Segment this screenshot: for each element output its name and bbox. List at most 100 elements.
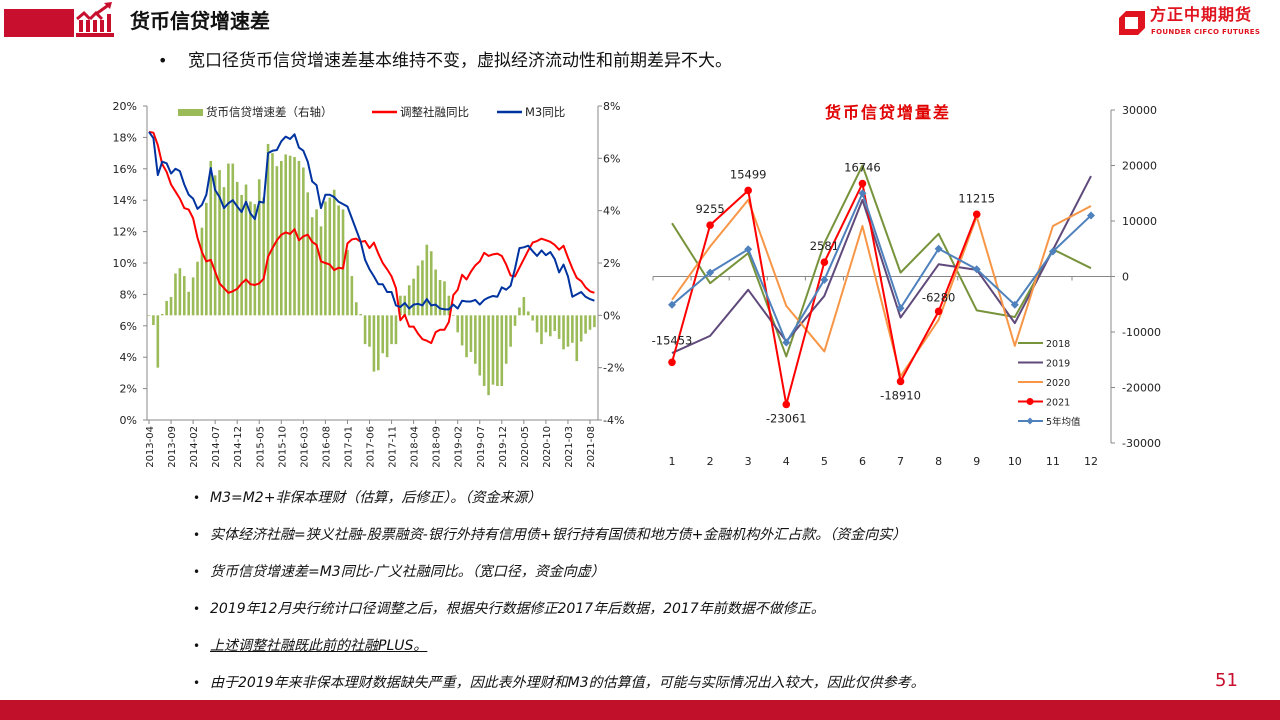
bar: [451, 315, 455, 316]
x-tick-label: 2019-07: [476, 426, 487, 468]
bar: [337, 205, 340, 316]
bullet-icon: •: [193, 639, 201, 653]
series-line-2020: [671, 198, 1092, 378]
y-tick-label: -10000: [1122, 326, 1161, 339]
bar: [540, 315, 543, 345]
note-item: • 实体经济社融=狭义社融-股票融资-银行外持有信用债+银行持有国债和地方债+金融…: [193, 527, 907, 543]
bar: [425, 244, 429, 316]
bar: [324, 201, 327, 316]
y-tick-label: -30000: [1122, 437, 1161, 450]
bar: [443, 281, 446, 316]
x-tick-label: 2: [707, 455, 714, 468]
bar: [500, 315, 504, 386]
data-point-marker: [972, 265, 981, 274]
y-tick-label: 10%: [113, 257, 137, 270]
legend-swatch: [178, 109, 203, 116]
y-right-tick-label: 8%: [603, 100, 620, 113]
y-right-tick-label: 0%: [603, 309, 620, 322]
bar: [403, 295, 407, 316]
x-tick-label: 6: [859, 455, 866, 468]
bar: [196, 261, 199, 316]
founder-logo-icon: [1119, 11, 1145, 35]
bar: [478, 315, 482, 376]
bar: [504, 315, 508, 364]
data-point-marker: [934, 307, 943, 316]
bar: [280, 160, 283, 316]
legend-label: 2020: [1046, 378, 1070, 389]
bar: [447, 295, 451, 316]
y-tick-label: 10000: [1122, 215, 1157, 228]
bar: [187, 291, 190, 316]
bar: [456, 315, 459, 333]
note-item: • 2019年12月央行统计口径调整之后，根据央行数据修正2017年后数据，201…: [193, 601, 825, 617]
data-label: 16746: [844, 161, 881, 175]
data-label: -6280: [922, 290, 955, 304]
bar: [562, 315, 565, 350]
legend-marker: [1026, 398, 1034, 405]
bar: [522, 297, 526, 316]
y-right-tick-label: 6%: [603, 152, 620, 165]
data-point-marker: [706, 221, 714, 229]
bar: [293, 157, 296, 316]
bar: [328, 197, 332, 316]
bar: [434, 269, 437, 316]
x-tick-label: 3: [745, 455, 752, 468]
money-credit-growth-chart: 0% 2% 4% 6% 8% 10% 12% 14% 16% 18% 20% -4% -2% 0% 2% 4%…: [113, 100, 625, 468]
bar: [584, 315, 587, 334]
data-point-marker: [668, 358, 676, 367]
bar: [227, 163, 230, 316]
bar: [465, 315, 468, 358]
bar: [526, 311, 530, 316]
bullet-icon: •: [193, 565, 201, 579]
y-tick-label: 20000: [1122, 160, 1157, 173]
data-point-marker: [668, 300, 676, 309]
bar: [460, 315, 464, 346]
series-line-2018: [671, 164, 1092, 358]
x-tick-label: 2018-04: [410, 426, 421, 468]
legend-label: 2021: [1046, 398, 1070, 409]
legend-label: M3同比: [525, 105, 565, 119]
data-point-marker: [1010, 300, 1019, 309]
note-item: • 由于2019年来非保本理财数据缺失严重，因此表外理财和M3的估算值，可能与实际…: [193, 675, 925, 691]
bar: [399, 295, 402, 316]
bar: [257, 179, 261, 316]
x-tick-label: 2013-09: [167, 426, 178, 468]
bar: [474, 315, 477, 364]
data-point-marker: [744, 186, 752, 195]
data-point-marker: [782, 338, 791, 347]
bar: [213, 175, 217, 316]
bar: [271, 153, 274, 316]
y-tick-label: 0%: [120, 414, 137, 427]
data-label: -18910: [880, 388, 921, 402]
legend-label: 5年均值: [1046, 416, 1081, 428]
data-point-marker: [858, 179, 867, 188]
y-tick-label: 8%: [120, 288, 137, 301]
bar: [147, 315, 151, 316]
x-tick-label: 2017-11: [388, 426, 399, 468]
x-tick-label: 2020-05: [520, 426, 531, 468]
bar: [302, 167, 305, 316]
bar: [385, 315, 389, 358]
lead-bullet-text: 宽口径货币信贷增速差基本维持不变，虚拟经济流动性和前期差异不大。: [188, 51, 732, 71]
bar: [416, 265, 420, 316]
data-point-marker: [820, 275, 829, 284]
bar: [469, 315, 473, 352]
y-tick-label: 2%: [120, 383, 137, 396]
data-point-marker: [858, 189, 867, 198]
bar: [412, 278, 415, 316]
x-tick-label: 2014-07: [211, 426, 222, 468]
bar: [566, 315, 570, 347]
page-number: 51: [1215, 670, 1238, 691]
growth-chart-icon: [76, 2, 114, 37]
legend-label: 2018: [1046, 339, 1070, 350]
data-label: 11215: [958, 191, 995, 205]
x-tick-label: 2021-08: [586, 426, 597, 468]
bar: [438, 280, 442, 316]
data-point-marker: [896, 304, 905, 313]
bar: [152, 315, 155, 326]
page-title: 货币信贷增速差: [130, 9, 270, 33]
data-label: 15499: [730, 167, 767, 181]
series-line-M3同比: [148, 131, 595, 311]
note-item-link[interactable]: • 上述调整社融既此前的社融PLUS。: [193, 638, 428, 654]
